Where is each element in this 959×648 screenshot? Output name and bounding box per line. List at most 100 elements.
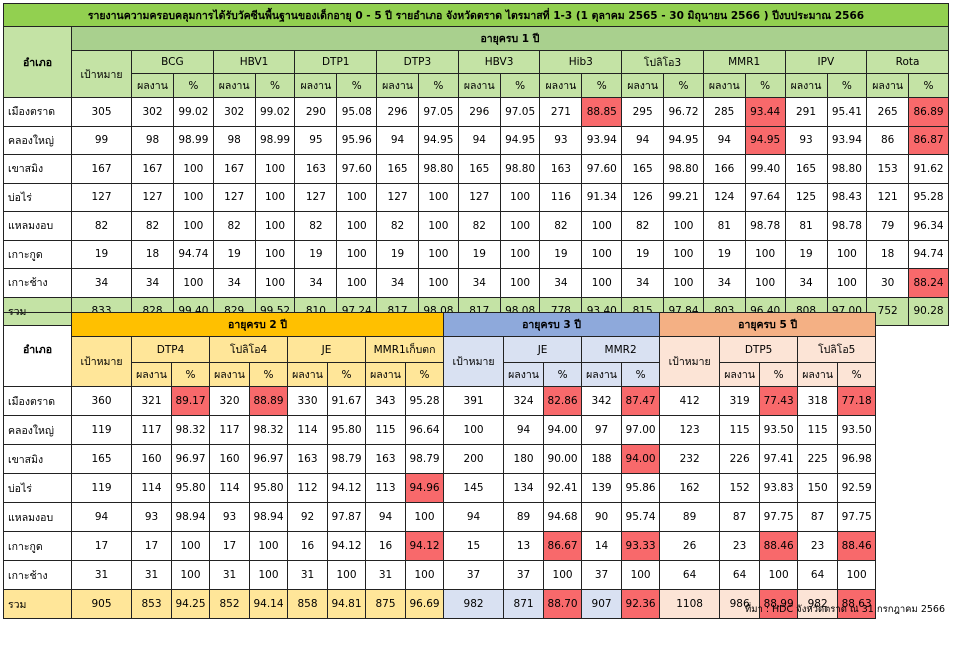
percent-value: 99.02 [173,97,214,127]
percent-value: 96.97 [171,444,210,474]
result-value: 167 [131,154,174,184]
result-header: ผลงาน [376,73,420,98]
result-value: 290 [294,97,338,127]
result-value: 188 [581,444,623,474]
percent-value: 94.68 [543,502,583,532]
result-value: 180 [503,444,545,474]
percent-value: 94.74 [173,239,214,269]
target-value: 305 [71,97,132,127]
vaccine-header: IPV [784,50,868,74]
vaccine-header: MMR1เก็บตก [364,336,445,363]
percent-value: 97.41 [759,444,799,474]
target-value: 412 [659,386,721,416]
target-value: 145 [443,473,505,503]
percent-value: 94.81 [327,589,366,619]
percent-value: 94.12 [327,531,366,561]
percent-value: 94.12 [327,473,366,503]
percent-value: 93.50 [759,415,799,445]
target-value: 127 [71,182,132,212]
result-value: 31 [131,560,172,590]
percent-value: 97.05 [418,97,459,127]
result-value: 167 [212,154,256,184]
result-value: 81 [702,211,746,241]
percent-value: 100 [254,268,296,298]
percent-value: 100 [581,268,623,298]
percent-value: 94.95 [663,125,704,155]
percent-value: 100 [621,560,661,590]
percent-value: 100 [336,182,378,212]
percent-value: 98.79 [327,444,366,474]
percent-value: 98.80 [499,154,541,184]
percent-value: 91.34 [581,182,623,212]
result-value: 94 [457,125,501,155]
percent-header: % [336,73,378,98]
result-value: 324 [503,386,545,416]
table-row: เขาสมิง 165 160 96.97 160 96.97 163 98.79 163 98.… [3,444,877,474]
result-value: 875 [365,589,406,619]
percent-value: 98.78 [744,211,786,241]
percent-value: 96.69 [404,589,445,619]
vaccine-header: JE [287,336,366,363]
report-title: รายงานความครอบคลุมการได้รับวัคซีนพื้นฐาน… [3,3,949,27]
percent-header: % [404,362,445,387]
vaccine-header: MMR1 [702,50,786,74]
vaccine-header: BCG [131,50,214,74]
table-row: เกาะช้าง 31 31 100 31 100 31 100 31 100 37 37 100 37 1… [3,560,877,590]
result-header: ผลงาน [581,362,623,387]
percent-value: 100 [254,154,296,184]
percent-value: 88.85 [581,97,623,127]
result-header: ผลงาน [209,362,250,387]
percent-value: 88.63 [837,589,877,619]
percent-value: 94.96 [404,473,445,503]
district-name: เมืองตราด [3,97,72,127]
vaccine-header: Rota [866,50,949,74]
table-row: คลองใหญ่ 99 98 98.99 98 98.99 95 95.96 94 94.95 94… [3,125,949,155]
result-value: 295 [621,97,665,127]
target-value: 82 [71,211,132,241]
percent-value: 97.75 [837,502,877,532]
age-group-header: อายุครบ 2 ปี [70,312,445,337]
percent-header: % [581,73,623,98]
vaccine-header: JE [503,336,583,363]
percent-header: % [837,362,877,387]
result-value: 124 [702,182,746,212]
percent-value: 94.95 [744,125,786,155]
percent-header: % [621,362,661,387]
percent-value: 95.28 [908,182,949,212]
vaccine-header: DTP1 [294,50,378,74]
result-value: 86 [866,125,910,155]
result-value: 134 [503,473,545,503]
percent-value: 91.67 [327,386,366,416]
result-value: 165 [784,154,828,184]
result-value: 265 [866,97,910,127]
vaccine-header: DTP5 [719,336,799,363]
percent-value: 100 [418,239,459,269]
target-value: 100 [443,415,505,445]
percent-value: 92.36 [621,589,661,619]
result-value: 19 [539,239,583,269]
result-header: ผลงาน [131,362,172,387]
percent-value: 86.67 [543,531,583,561]
result-value: 64 [719,560,761,590]
percent-value: 89.17 [171,386,210,416]
percent-value: 99.02 [254,97,296,127]
result-value: 116 [539,182,583,212]
percent-header: % [543,362,583,387]
percent-header: % [327,362,366,387]
target-value: 89 [659,502,721,532]
result-value: 82 [539,211,583,241]
result-value: 34 [457,268,501,298]
percent-header: % [254,73,296,98]
percent-value: 100 [173,268,214,298]
result-value: 87 [797,502,839,532]
result-value: 18 [131,239,174,269]
result-value: 94 [621,125,665,155]
vaccine-header: DTP4 [131,336,210,363]
table-row: เขาสมิง 167 167 100 167 100 163 97.60 165 98.80 16… [3,154,949,184]
percent-value: 90.28 [908,296,949,326]
target-header: เป้าหมาย [71,50,132,98]
percent-value: 88.70 [543,589,583,619]
district-name: เขาสมิง [3,154,72,184]
table-row: เกาะกูด 17 17 100 17 100 16 94.12 16 94.12 15 13 86.… [3,531,877,561]
percent-value: 94.12 [404,531,445,561]
